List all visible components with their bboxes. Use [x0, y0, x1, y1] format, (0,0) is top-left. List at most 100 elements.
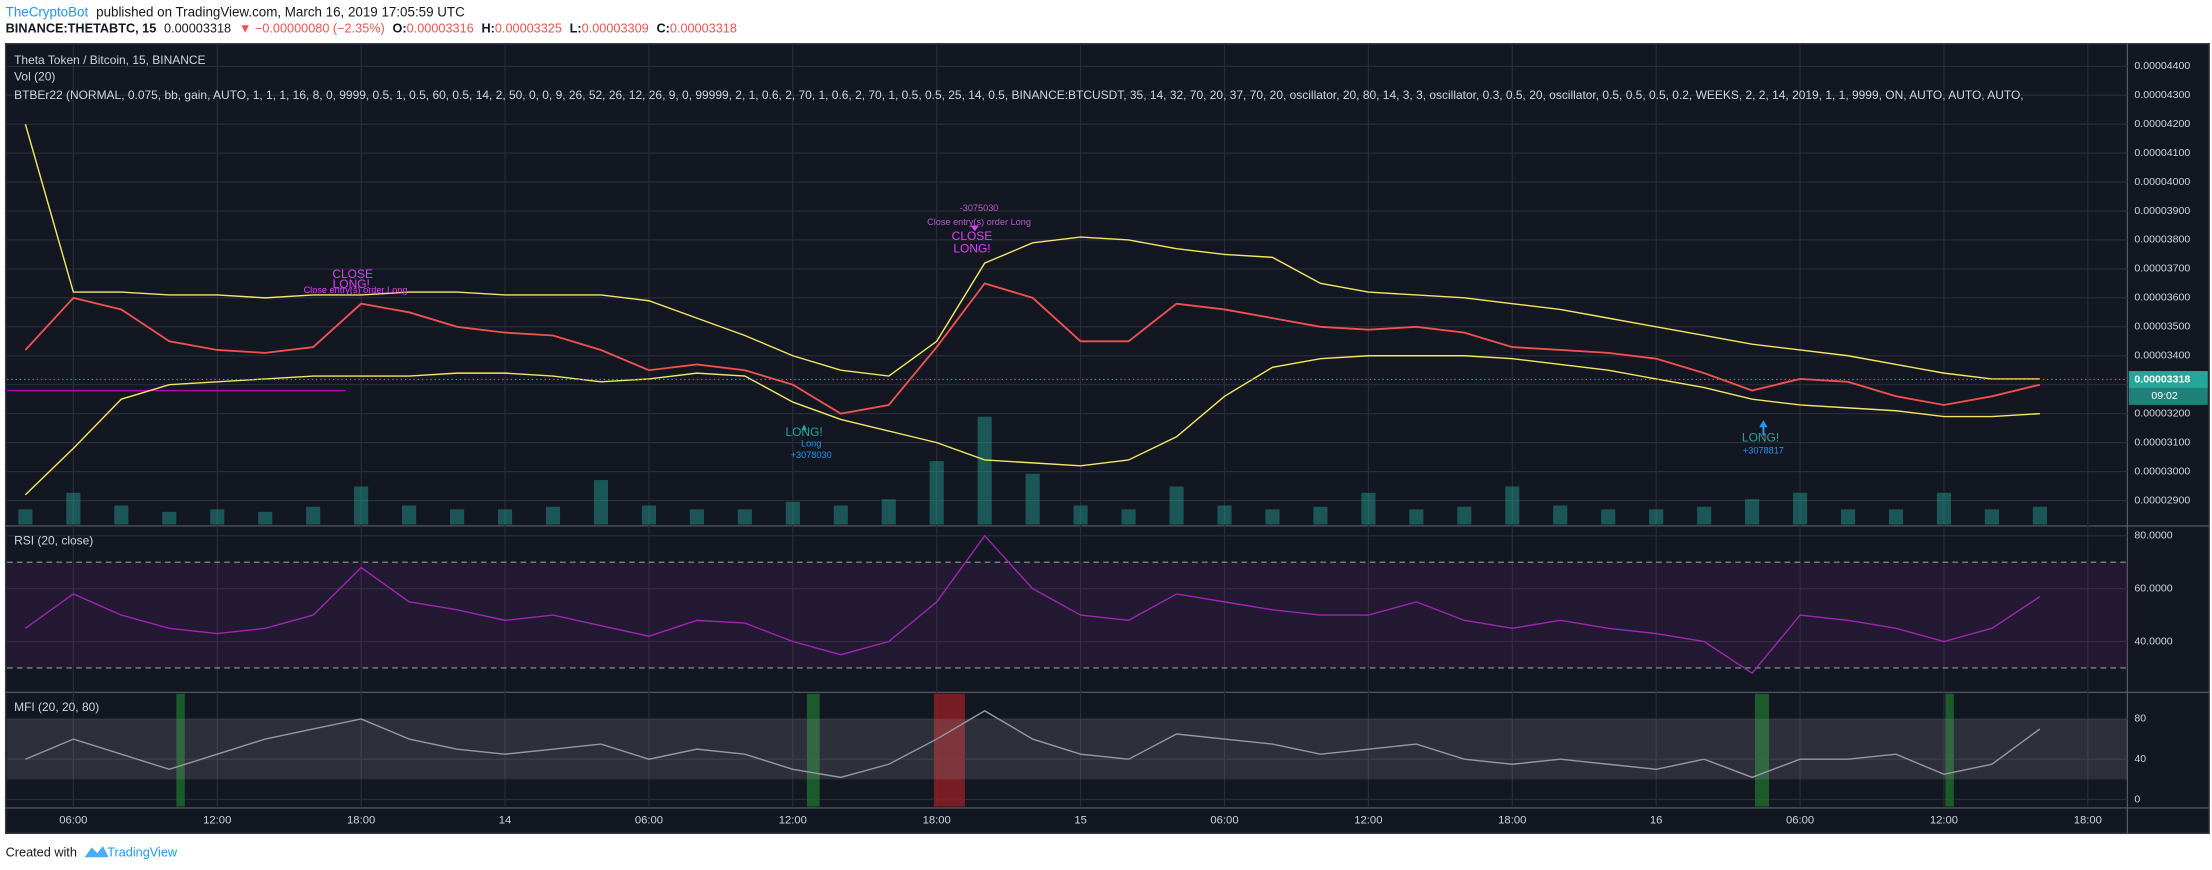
- annotation: +3078817: [1743, 446, 1784, 456]
- band-line: [24, 355, 2040, 496]
- x-tick-label: 14: [499, 815, 512, 827]
- rsi-line: [24, 534, 2041, 675]
- countdown: 09:02: [2151, 390, 2178, 402]
- volume-bar: [977, 416, 992, 525]
- signal-column: [1945, 693, 1954, 807]
- volume-bar: [785, 501, 800, 525]
- rsi-title: RSI (20, close): [14, 534, 93, 548]
- change: ▼ −0.00000080 (−2.35%): [239, 22, 385, 36]
- volume-bar: [1457, 506, 1472, 525]
- y-tick-label: 0.00004200: [2134, 118, 2190, 130]
- labels: Theta Token / Bitcoin, 15, BINANCE Vol (…: [14, 53, 2208, 827]
- volume-bar: [1745, 499, 1760, 525]
- volume-bar: [1505, 486, 1520, 525]
- grid: [7, 45, 2128, 807]
- symbol: BINANCE:THETABTC, 15: [6, 22, 157, 36]
- volume-bar: [162, 511, 177, 525]
- volume-bar: [1553, 505, 1568, 525]
- volume-bar: [402, 505, 417, 525]
- ohlc-value: 0.00003318: [670, 22, 737, 36]
- volume-bar: [497, 509, 513, 525]
- volume-bar: [1840, 509, 1856, 525]
- x-tick-label: 15: [1074, 815, 1087, 827]
- y-tick-label: 0.00003700: [2134, 263, 2190, 275]
- band-fill: [7, 718, 2128, 780]
- header-line-1: TheCryptoBot published on TradingView.co…: [6, 4, 465, 19]
- volume-title: Vol (20): [14, 70, 55, 84]
- x-tick-label: 12:00: [1930, 815, 1958, 827]
- volume-bar: [18, 509, 33, 525]
- signal-column: [1754, 693, 1770, 807]
- y-tick-label: 0.00003900: [2134, 205, 2190, 217]
- band-fill: [7, 562, 2128, 668]
- volume-bar: [1888, 509, 1904, 525]
- y-tick-label: 0.00004100: [2134, 147, 2190, 159]
- volume-bar: [929, 461, 944, 525]
- y-tick-label: 40: [2134, 753, 2146, 765]
- volume-bar: [258, 511, 273, 525]
- mfi-line: [25, 710, 2041, 779]
- y-tick-label: 0.00003400: [2134, 350, 2190, 362]
- volume-bar: [1361, 492, 1376, 525]
- x-tick-label: 18:00: [923, 815, 951, 827]
- volume-bar: [1217, 505, 1232, 525]
- signal-column: [176, 693, 185, 807]
- x-tick-label: 12:00: [203, 815, 231, 827]
- y-tick-label: 0.00003000: [2134, 465, 2190, 477]
- volume-bar: [593, 480, 609, 525]
- volume-bar: [354, 486, 369, 525]
- y-tick-label: 0.00003800: [2134, 234, 2190, 246]
- price-line: [24, 282, 2041, 415]
- lower-panes: [7, 534, 2128, 780]
- annotation: LONG!: [785, 425, 822, 439]
- logo: [84, 846, 109, 858]
- footer-brand[interactable]: TradingView: [107, 845, 178, 859]
- ohlc-label: H:: [481, 22, 494, 36]
- last-price-box: [2128, 371, 2208, 388]
- y-tick-label: 0.00003100: [2134, 436, 2190, 448]
- ohlc-value: 0.00003325: [495, 22, 562, 36]
- signal-column: [933, 693, 965, 807]
- rsi-pane: [7, 534, 2128, 675]
- published: published on TradingView.com, March 16, …: [96, 4, 465, 19]
- price-title: Theta Token / Bitcoin, 15, BINANCE: [14, 53, 205, 67]
- x-tick-label: 06:00: [635, 815, 663, 827]
- signal-column: [806, 693, 820, 807]
- ohlc-value: 0.00003309: [582, 22, 649, 36]
- x-tick-label: 06:00: [1786, 815, 1814, 827]
- y-tick-label: 0.00003200: [2134, 407, 2190, 419]
- x-tick-label: 06:00: [1210, 815, 1238, 827]
- volume-bar: [689, 509, 704, 525]
- y-tick-label: 60.0000: [2134, 582, 2172, 594]
- annotation: LONG!: [953, 242, 990, 256]
- x-tick-label: 18:00: [1498, 815, 1526, 827]
- volume-bar: [114, 505, 129, 525]
- study-wrap: BTBEr22 (NORMAL, 0.075, bb, gain, AUTO, …: [14, 88, 2024, 102]
- y-tick-label: 0.00003600: [2134, 292, 2190, 304]
- ohlc-label: L:: [570, 22, 582, 36]
- x-tick-label: 16: [1650, 815, 1663, 827]
- volume-bar: [1409, 509, 1424, 525]
- y-tick-label: 0.00002900: [2134, 494, 2190, 506]
- author[interactable]: TheCryptoBot: [6, 4, 89, 19]
- volume-bar: [641, 505, 656, 525]
- annotation: LONG!: [333, 277, 370, 291]
- y-tick-label: 40.0000: [2134, 635, 2172, 647]
- annotation: -3075030: [960, 203, 999, 213]
- x-tick-label: 18:00: [2074, 815, 2102, 827]
- volume-bar: [66, 492, 81, 525]
- signal-arrow: [801, 424, 807, 431]
- volume-bar: [1025, 473, 1040, 525]
- y-tick-label: 0.00004300: [2134, 89, 2190, 101]
- y-tick-label: 0.00003500: [2134, 321, 2190, 333]
- volume-bar: [881, 499, 896, 525]
- y-tick-label: 80: [2134, 713, 2146, 725]
- volume-bar: [737, 509, 752, 525]
- annotation: Close entry(s) order Long: [927, 217, 1031, 227]
- volume-bar: [210, 509, 225, 525]
- volume-bar: [1073, 505, 1088, 525]
- annotation: Long: [801, 439, 821, 449]
- volume-bar: [1649, 509, 1664, 525]
